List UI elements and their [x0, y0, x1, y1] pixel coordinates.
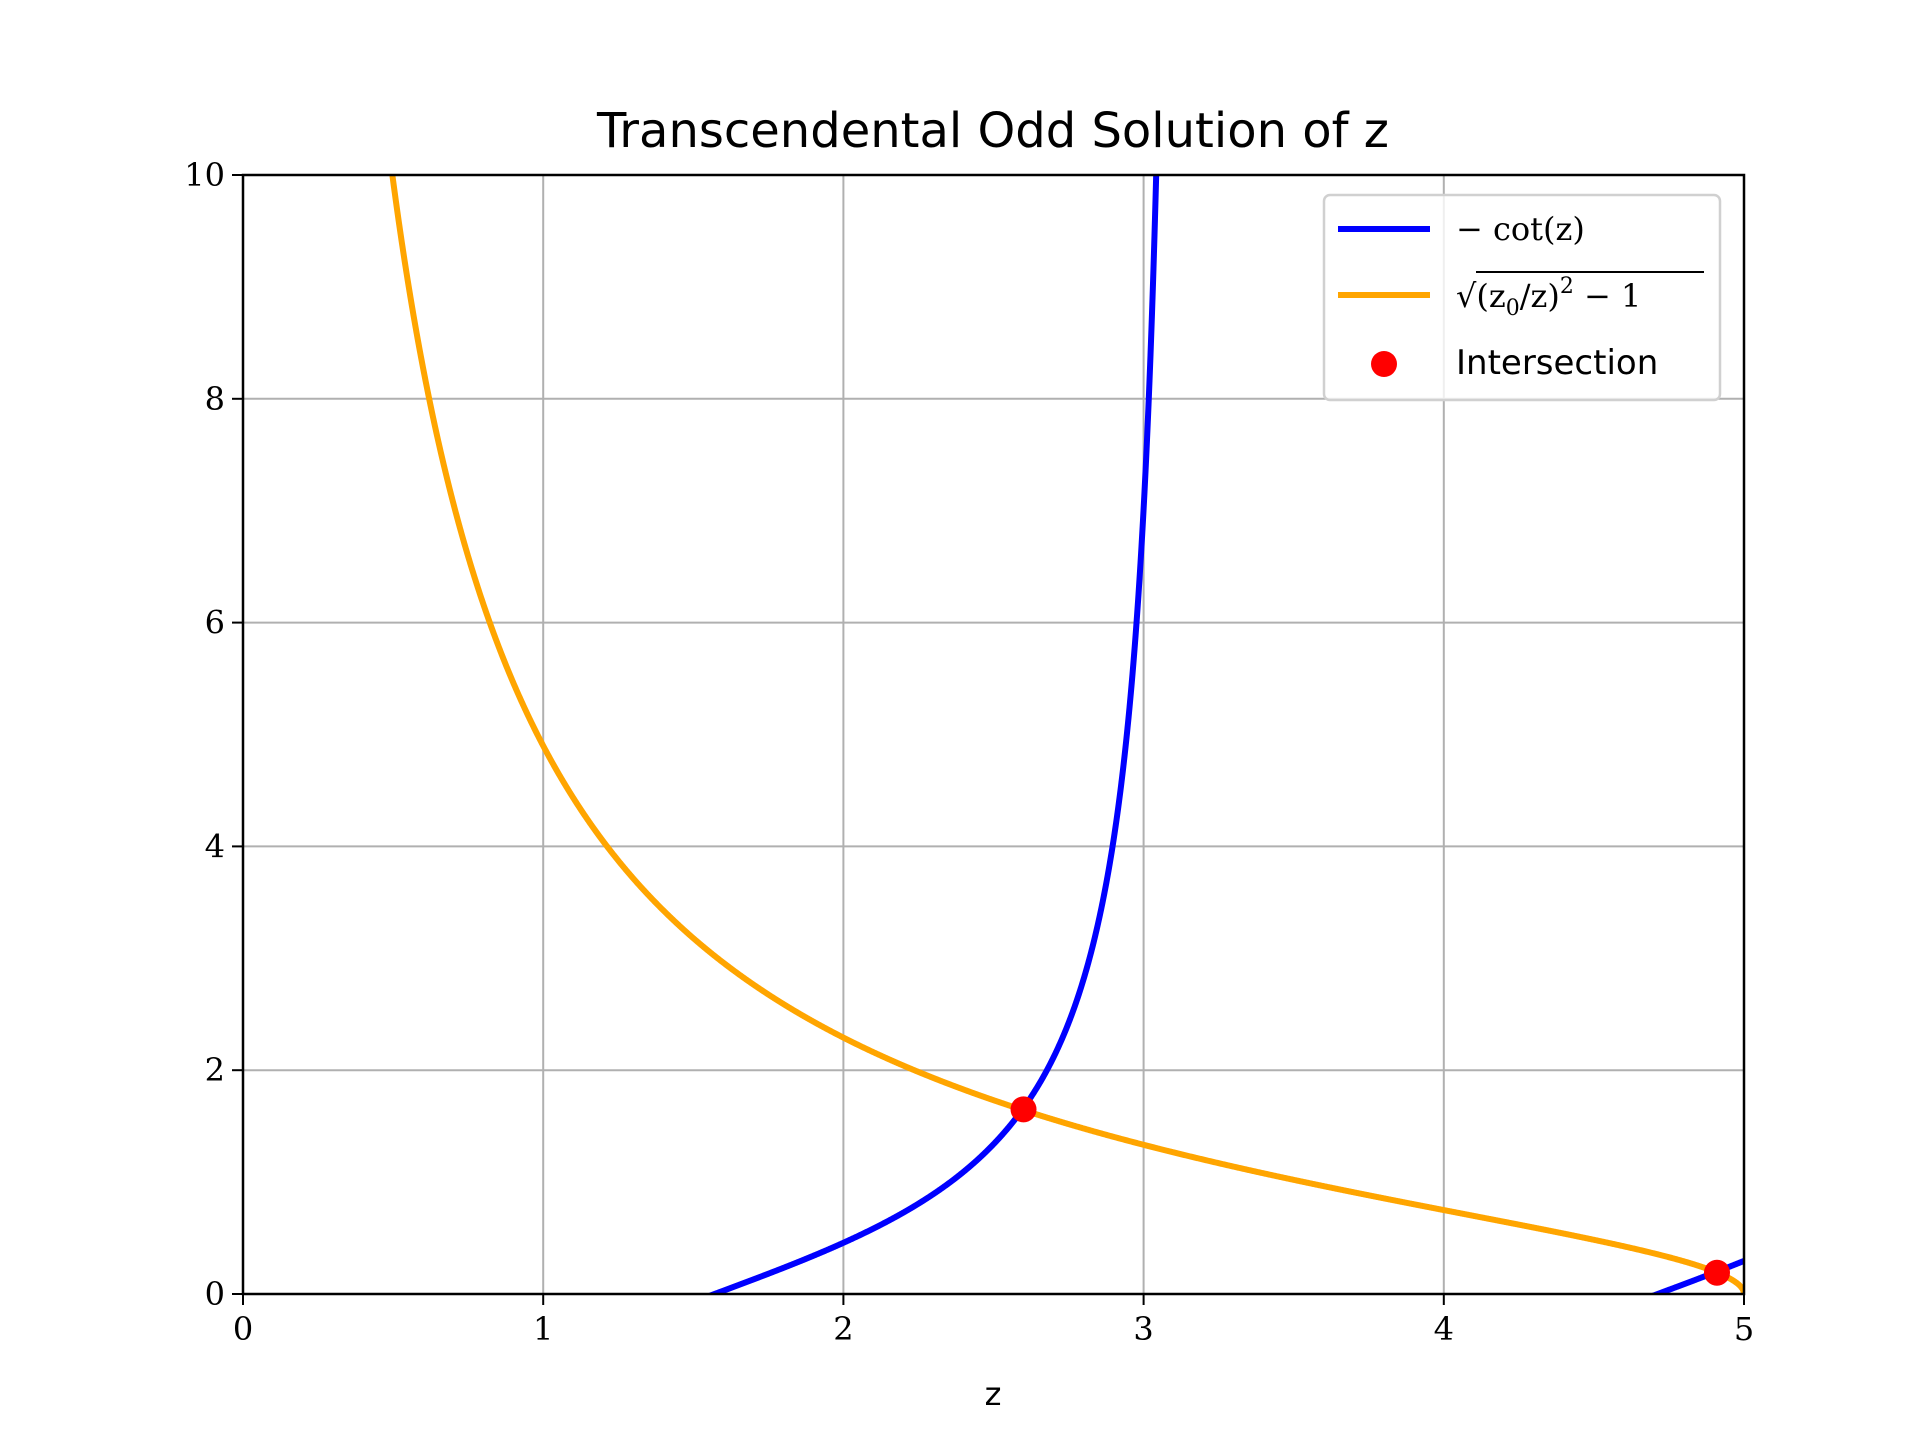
- series-line-0: [705, 175, 1744, 1294]
- x-axis-label: z: [985, 1375, 1002, 1413]
- legend-frame: [1322, 193, 1722, 402]
- x-tick-label: 3: [1133, 1310, 1153, 1348]
- chart-title: Transcendental Odd Solution of z: [596, 103, 1389, 159]
- y-tick-label: 6: [205, 604, 225, 642]
- x-tick-label: 5: [1734, 1310, 1754, 1348]
- y-tick-label: 0: [205, 1275, 225, 1313]
- x-tick-label: 1: [533, 1310, 553, 1348]
- y-tick-label: 10: [184, 156, 225, 194]
- legend-label-cot: − cot(z): [1456, 210, 1585, 248]
- y-tick-label: 8: [205, 380, 225, 418]
- intersection-point-0: [1010, 1096, 1037, 1123]
- plot-frame: [241, 173, 1746, 1296]
- y-tick-label: 2: [205, 1051, 225, 1089]
- legend-marker-intersection: [1371, 351, 1397, 377]
- axis-ticks: 0 1 2 3 4 5 0 2 4 6 8 10: [184, 156, 1754, 1348]
- legend-label-sqrt: √(z0/z)2 − 1: [1456, 274, 1641, 321]
- intersection-points: [1010, 1096, 1730, 1286]
- intersection-point-1: [1703, 1259, 1730, 1286]
- x-tick-label: 0: [233, 1310, 253, 1348]
- x-tick-label: 4: [1434, 1310, 1454, 1348]
- x-tick-label: 2: [833, 1310, 853, 1348]
- legend-label-intersection: Intersection: [1456, 343, 1658, 383]
- y-tick-label: 4: [205, 827, 225, 865]
- legend: − cot(z) √(z0/z)2 − 1 Intersection: [1322, 193, 1722, 402]
